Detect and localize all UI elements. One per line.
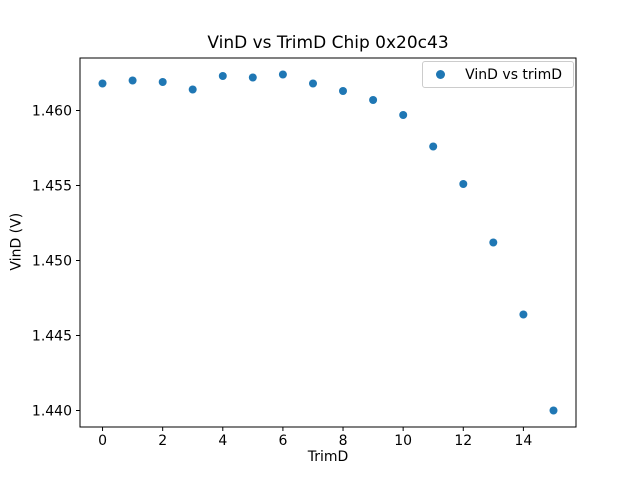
x-tick-label: 0 [98, 433, 107, 449]
x-axis-label: TrimD [307, 449, 349, 465]
scatter-point [278, 70, 287, 79]
scatter-point [309, 79, 317, 88]
x-tick-label: 10 [394, 433, 412, 449]
scatter-point [218, 72, 227, 80]
x-tick-label: 6 [278, 433, 287, 449]
scatter-point [339, 87, 347, 95]
scatter-point [459, 180, 468, 188]
y-tick-label: 1.450 [32, 254, 72, 270]
scatter-point [369, 96, 378, 104]
y-tick-label: 1.445 [32, 329, 72, 345]
x-tick-label: 14 [514, 433, 532, 449]
scatter-point [158, 78, 167, 86]
scatter-point [549, 406, 558, 415]
legend-marker-icon [436, 70, 446, 79]
scatter-point [188, 85, 197, 94]
legend-label: VinD vs trimD [465, 66, 562, 83]
y-tick-label: 1.455 [32, 179, 72, 195]
chart-title: VinD vs TrimD Chip 0x20c43 [207, 33, 449, 53]
scatter-point [489, 238, 498, 247]
axes-frame [79, 57, 577, 428]
scatter-point [399, 111, 408, 119]
legend: VinD vs trimD [422, 61, 574, 88]
scatter-point [128, 76, 137, 85]
scatter-point [98, 79, 107, 88]
x-tick-label: 8 [339, 433, 348, 449]
scatter-point [519, 310, 528, 319]
y-tick-label: 1.440 [32, 404, 72, 420]
scatter-point [429, 142, 438, 151]
y-tick-label: 1.460 [32, 104, 72, 120]
x-tick-label: 2 [158, 433, 167, 449]
scatter-point [248, 73, 257, 82]
x-tick-label: 4 [218, 433, 227, 449]
x-tick-label: 12 [454, 433, 472, 449]
